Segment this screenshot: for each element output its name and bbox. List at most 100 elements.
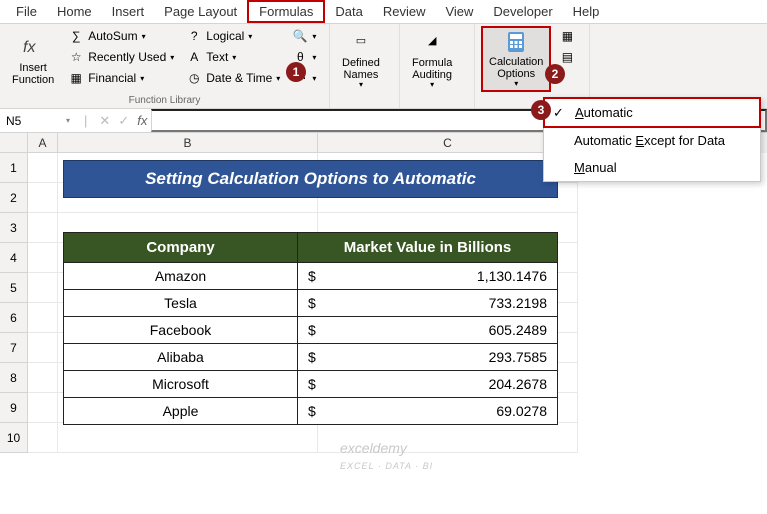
chevron-down-icon: ▾	[359, 81, 363, 90]
cell-company[interactable]: Microsoft	[64, 371, 298, 398]
cell-value[interactable]: $293.7585	[298, 344, 558, 371]
cell[interactable]	[28, 243, 58, 273]
chevron-down-icon: ▾	[170, 53, 174, 62]
dropdown-item-except[interactable]: Automatic Except for Data	[544, 127, 760, 154]
formula-auditing-label: Formula Auditing	[412, 57, 452, 81]
row-header[interactable]: 9	[0, 393, 28, 423]
row-header[interactable]: 8	[0, 363, 28, 393]
cell[interactable]	[28, 183, 58, 213]
col-header-B[interactable]: B	[58, 133, 318, 153]
automatic-mnemonic: A	[575, 105, 584, 120]
chevron-down-icon: ▾	[276, 74, 280, 83]
text-button[interactable]: A Text ▾	[182, 47, 284, 67]
cell[interactable]	[28, 363, 58, 393]
cell-value[interactable]: $1,130.1476	[298, 263, 558, 290]
calc-now-icon: ▦	[559, 28, 575, 44]
calculation-options-dropdown: ✓ Automatic Automatic Except for Data Ma…	[543, 97, 761, 182]
calc-now-button[interactable]: ▦	[555, 26, 579, 46]
tab-page-layout[interactable]: Page Layout	[154, 2, 247, 21]
header-market-value: Market Value in Billions	[298, 233, 558, 263]
row-header[interactable]: 4	[0, 243, 28, 273]
row-header[interactable]: 10	[0, 423, 28, 453]
recently-used-button[interactable]: ☆ Recently Used ▾	[64, 47, 178, 67]
chevron-down-icon: ▾	[248, 32, 252, 41]
divider: |	[76, 113, 95, 128]
cell-value[interactable]: $69.0278	[298, 398, 558, 425]
watermark-main: exceldemy	[340, 440, 407, 456]
dropdown-item-manual[interactable]: Manual	[544, 154, 760, 181]
select-all-corner[interactable]	[0, 133, 28, 153]
autosum-button[interactable]: ∑AutoSum▾	[64, 26, 178, 46]
ribbon-tab-bar: File Home Insert Page Layout Formulas Da…	[0, 0, 767, 24]
financial-button[interactable]: ▦Financial▾	[64, 68, 178, 88]
namebox-dropdown-icon[interactable]: ▾	[60, 116, 76, 125]
table-row: Facebook $605.2489	[64, 317, 558, 344]
financial-icon: ▦	[68, 70, 84, 86]
insert-function-button[interactable]: fx Insert Function	[6, 26, 60, 92]
row-header[interactable]: 5	[0, 273, 28, 303]
cell-value[interactable]: $733.2198	[298, 290, 558, 317]
date-time-button[interactable]: ◷Date & Time▾	[182, 68, 284, 88]
fx-icon[interactable]: fx	[133, 113, 151, 128]
chevron-down-icon: ▾	[514, 80, 518, 89]
row-header[interactable]: 6	[0, 303, 28, 333]
defined-names-icon: ▭	[347, 28, 375, 55]
cell-company[interactable]: Amazon	[64, 263, 298, 290]
tab-file[interactable]: File	[6, 2, 47, 21]
formula-auditing-button[interactable]: ◢ Formula Auditing▾	[406, 26, 458, 92]
watermark-sub: EXCEL · DATA · BI	[340, 461, 433, 471]
tab-help[interactable]: Help	[563, 2, 610, 21]
cell-company[interactable]: Facebook	[64, 317, 298, 344]
row-header[interactable]: 3	[0, 213, 28, 243]
header-company: Company	[64, 233, 298, 263]
recently-used-label: Recently Used	[88, 50, 166, 64]
dropdown-item-automatic[interactable]: ✓ Automatic	[543, 97, 761, 128]
chevron-down-icon: ▾	[142, 32, 146, 41]
name-box[interactable]	[0, 114, 60, 128]
watermark: exceldemy EXCEL · DATA · BI	[340, 440, 433, 472]
defined-names-label: Defined Names	[342, 57, 380, 81]
cell[interactable]	[28, 213, 58, 243]
cell[interactable]	[28, 333, 58, 363]
cell-company[interactable]: Alibaba	[64, 344, 298, 371]
cell-value[interactable]: $204.2678	[298, 371, 558, 398]
cell[interactable]	[28, 423, 58, 453]
text-icon: A	[186, 49, 202, 65]
manual-label: anual	[585, 160, 617, 175]
col-header-C[interactable]: C	[318, 133, 578, 153]
cell[interactable]	[28, 303, 58, 333]
except-suffix: xcept for Data	[644, 133, 725, 148]
cell-company[interactable]: Tesla	[64, 290, 298, 317]
autosum-label: AutoSum	[88, 29, 137, 43]
step-badge-1: 1	[286, 62, 306, 82]
tab-view[interactable]: View	[435, 2, 483, 21]
row-header[interactable]: 7	[0, 333, 28, 363]
enter-icon: ✓	[114, 113, 133, 129]
cell-company[interactable]: Apple	[64, 398, 298, 425]
calculation-options-button[interactable]: Calculation Options▾	[481, 26, 551, 92]
table-row: Apple $69.0278	[64, 398, 558, 425]
tab-insert[interactable]: Insert	[102, 2, 155, 21]
tab-home[interactable]: Home	[47, 2, 102, 21]
tab-formulas[interactable]: Formulas	[247, 0, 325, 23]
tab-developer[interactable]: Developer	[483, 2, 562, 21]
cell[interactable]	[28, 273, 58, 303]
row-header[interactable]: 1	[0, 153, 28, 183]
text-label: Text	[206, 50, 228, 64]
tab-review[interactable]: Review	[373, 2, 436, 21]
cell[interactable]	[28, 153, 58, 183]
except-prefix: Automatic	[574, 133, 635, 148]
defined-names-button[interactable]: ▭ Defined Names▾	[336, 26, 386, 92]
check-icon: ✓	[553, 105, 564, 121]
cell[interactable]	[28, 393, 58, 423]
cell-value[interactable]: $605.2489	[298, 317, 558, 344]
lookup-button[interactable]: 🔍▾	[288, 26, 320, 46]
svg-text:fx: fx	[23, 39, 36, 56]
star-icon: ☆	[68, 49, 84, 65]
col-header-A[interactable]: A	[28, 133, 58, 153]
cell[interactable]	[58, 423, 318, 453]
row-header[interactable]: 2	[0, 183, 28, 213]
logical-button[interactable]: ?Logical▾	[182, 26, 284, 46]
tab-data[interactable]: Data	[325, 2, 372, 21]
chevron-down-icon: ▾	[232, 53, 236, 62]
